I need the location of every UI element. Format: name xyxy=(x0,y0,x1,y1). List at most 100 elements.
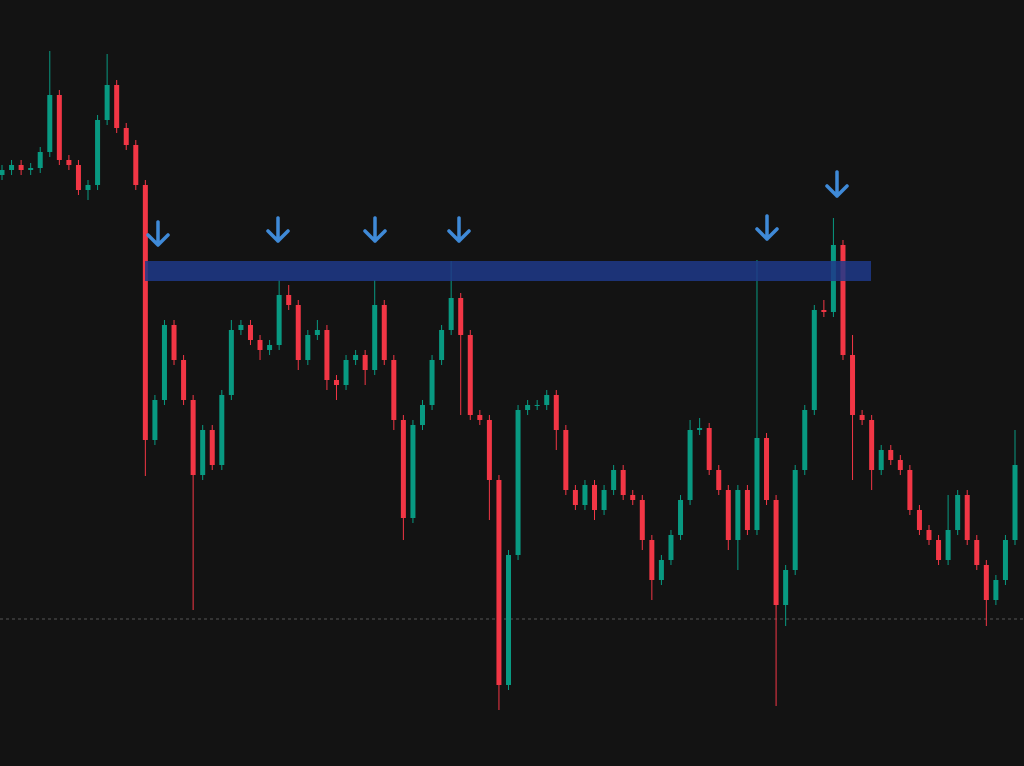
candle-body xyxy=(56,95,62,160)
candle-body xyxy=(391,360,397,420)
candle-body xyxy=(783,570,789,605)
candle-body xyxy=(725,490,731,540)
candle-body xyxy=(114,85,120,128)
candle-body xyxy=(209,430,215,465)
candle-body xyxy=(9,165,15,170)
candle-body xyxy=(429,360,435,405)
candle-body xyxy=(668,535,674,560)
candle-body xyxy=(1002,540,1008,580)
candle-body xyxy=(525,405,531,410)
arrow xyxy=(363,216,387,243)
candle-body xyxy=(247,325,253,340)
arrow xyxy=(447,216,471,243)
candle-body xyxy=(305,335,311,360)
candle-body xyxy=(582,485,588,505)
candle-body xyxy=(601,490,607,510)
arrow xyxy=(755,214,779,241)
candle-body xyxy=(410,425,416,518)
candle-body xyxy=(697,428,703,430)
candle-body xyxy=(353,355,359,360)
candle-body xyxy=(477,415,483,420)
candle-body xyxy=(754,438,760,530)
arrows xyxy=(146,170,849,247)
candle-body xyxy=(142,185,148,440)
candle-body xyxy=(916,510,922,530)
candle-body xyxy=(458,298,464,335)
candle-body xyxy=(85,185,91,190)
candle-body xyxy=(955,495,961,530)
candle-body xyxy=(381,305,387,360)
candle-body xyxy=(964,495,970,540)
arrow xyxy=(146,220,170,247)
candle-body xyxy=(639,500,645,540)
candle-body xyxy=(276,295,282,345)
candle-body xyxy=(821,310,827,312)
candle-body xyxy=(534,405,540,406)
candle-body xyxy=(171,325,177,360)
candle-body xyxy=(152,400,158,440)
candle-body xyxy=(314,330,320,335)
candle-body xyxy=(515,410,521,555)
candle-body xyxy=(592,485,598,510)
candle-body xyxy=(658,560,664,580)
candle-body xyxy=(181,360,187,400)
candle-body xyxy=(190,400,196,475)
candle-body xyxy=(974,540,980,565)
candle-body xyxy=(649,540,655,580)
candle-body xyxy=(716,470,722,490)
candle-body xyxy=(706,428,712,470)
candle-body xyxy=(238,325,244,330)
candle-body xyxy=(630,495,636,500)
candle-body xyxy=(678,500,684,535)
candle-body xyxy=(744,490,750,530)
candle-body xyxy=(419,405,425,425)
candle-body xyxy=(333,380,339,385)
candle-body xyxy=(764,438,770,500)
candle-body xyxy=(611,470,617,490)
candle-body xyxy=(133,145,139,185)
candle-body xyxy=(123,128,129,145)
candle-body xyxy=(907,470,913,510)
candle-body xyxy=(286,295,292,305)
candle-body xyxy=(869,420,875,470)
candle-body xyxy=(200,430,206,475)
candle-body xyxy=(802,410,808,470)
plot xyxy=(0,51,1024,710)
candle-body xyxy=(572,490,578,505)
candle-body xyxy=(37,152,43,168)
candle-body xyxy=(897,460,903,470)
candle-body xyxy=(850,355,856,415)
candle-body xyxy=(448,298,454,330)
candle-body xyxy=(735,490,741,540)
candle-body xyxy=(467,335,473,415)
candle-body xyxy=(859,415,865,420)
arrow xyxy=(825,170,849,198)
candle-body xyxy=(878,450,884,470)
candle-body xyxy=(219,395,225,465)
candle-body xyxy=(257,340,263,350)
candle-body xyxy=(47,95,53,152)
candle-body xyxy=(687,430,693,500)
candle-body xyxy=(811,310,817,410)
candle-body xyxy=(792,470,798,570)
candle-body xyxy=(0,170,5,175)
candle-body xyxy=(1012,465,1018,540)
candle-body xyxy=(95,120,101,185)
candle-body xyxy=(75,165,81,190)
candle-body xyxy=(104,85,110,120)
candle-body xyxy=(486,420,492,480)
candle-body xyxy=(496,480,502,685)
resistance-zone xyxy=(145,261,871,281)
candle-body xyxy=(66,160,72,165)
candle-body xyxy=(544,395,550,405)
candle-body xyxy=(553,395,559,430)
candle-body xyxy=(840,245,846,355)
candle-body xyxy=(773,500,779,605)
candle-body xyxy=(343,360,349,385)
candle-body xyxy=(228,330,234,395)
candle-body xyxy=(18,165,24,170)
candle-body xyxy=(161,325,167,400)
candle-body xyxy=(993,580,999,600)
